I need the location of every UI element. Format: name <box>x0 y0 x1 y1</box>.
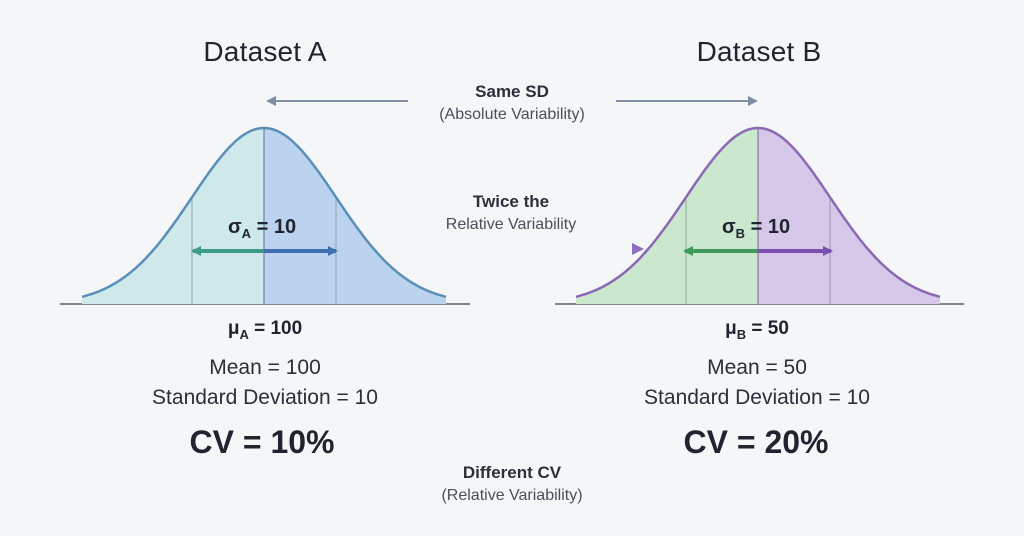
different-cv-sublabel: (Relative Variability) <box>441 487 583 504</box>
sigma-b-sub: B <box>735 226 746 241</box>
mu-b-symbol: μ <box>725 318 737 339</box>
different-cv-label: Different CV <box>462 463 562 482</box>
mu-a-label: μA = 100 <box>228 318 302 342</box>
sigma-a-sub: A <box>241 226 252 241</box>
mu-a-symbol: μ <box>227 318 240 339</box>
sigma-a-label: σA = 10 <box>228 216 296 241</box>
same-sd-sublabel: (Absolute Variability) <box>439 106 585 123</box>
mu-b-label: μB = 50 <box>725 318 789 342</box>
mean-a-text: Mean = 100 <box>209 356 321 379</box>
dataset-b-title: Dataset B <box>696 36 822 67</box>
sigma-b-label: σB = 10 <box>722 216 790 241</box>
curve-a-outline <box>81 126 447 299</box>
cv-a-text: CV = 10% <box>189 424 335 460</box>
curve-b-right-fill <box>758 128 940 304</box>
sigma-b-value: = 10 <box>750 216 791 238</box>
same-sd-label: Same SD <box>475 82 549 101</box>
curve-a-left-fill <box>82 128 264 304</box>
twice-sublabel: Relative Variability <box>445 216 577 233</box>
twice-label: Twice the <box>472 192 550 211</box>
dataset-a-title: Dataset A <box>203 36 327 67</box>
mu-b-value: = 50 <box>751 318 789 339</box>
mu-b-sub: B <box>736 326 747 342</box>
curve-b-outline <box>575 126 941 299</box>
distribution-a <box>81 126 447 304</box>
sd-b-text: Standard Deviation = 10 <box>644 386 870 409</box>
mean-b-text: Mean = 50 <box>707 356 807 379</box>
mu-a-value: = 100 <box>254 318 303 339</box>
distribution-b <box>575 126 941 304</box>
mu-a-sub: A <box>239 326 249 342</box>
curve-a-right-fill <box>264 128 446 304</box>
sigma-a-value: = 10 <box>256 216 297 238</box>
sigma-b-symbol: σ <box>721 216 736 238</box>
curve-b-left-fill <box>576 128 758 304</box>
cv-b-text: CV = 20% <box>683 424 829 460</box>
sd-a-text: Standard Deviation = 10 <box>152 386 378 409</box>
sigma-a-symbol: σ <box>227 216 242 238</box>
